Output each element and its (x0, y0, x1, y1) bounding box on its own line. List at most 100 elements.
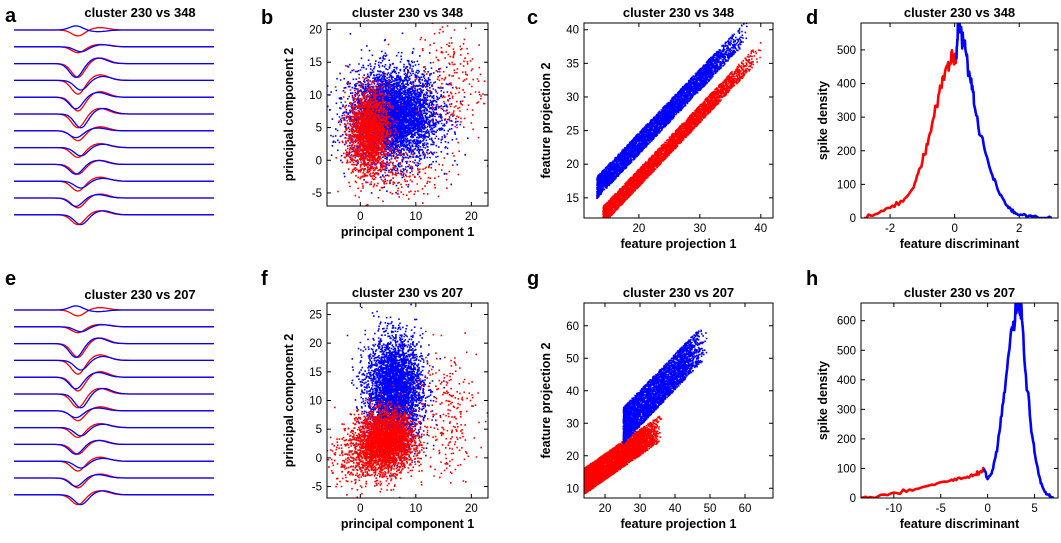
density-line-1 (864, 48, 958, 218)
scatter-series-1 (346, 303, 445, 478)
scatter-series-2 (334, 23, 488, 206)
x-tick-label: 0 (984, 503, 990, 515)
density-line-2 (982, 303, 1055, 498)
y-tick-label: 20 (309, 25, 322, 37)
y-tick-label: -5 (312, 188, 322, 200)
waveform-trace (14, 210, 214, 226)
panel-b-title: cluster 230 vs 348 (352, 5, 463, 20)
panel-d-xlabel: feature discriminant (900, 237, 1020, 251)
scatter-points (596, 23, 748, 199)
y-tick-label: 10 (566, 483, 579, 495)
x-tick-label: 10 (409, 211, 422, 223)
waveform-trace (14, 26, 214, 37)
waveform-trace (14, 457, 214, 469)
waveform-trace (14, 193, 214, 208)
y-tick-label: 500 (837, 345, 856, 357)
scatter-points (327, 330, 488, 498)
x-tick-label: 5 (1031, 503, 1037, 515)
scatter-points (334, 23, 488, 206)
waveform-trace (14, 490, 214, 506)
waveform-trace (14, 306, 214, 317)
waveform-trace (14, 107, 214, 129)
waveform-trace (14, 423, 214, 437)
panel-h-title: cluster 230 vs 207 (904, 285, 1015, 300)
waveform-trace (14, 176, 214, 192)
density-line-2 (955, 23, 1053, 218)
y-tick-label: 600 (837, 316, 856, 328)
x-tick-label: 20 (599, 503, 612, 515)
panel-d-title: cluster 230 vs 348 (904, 5, 1015, 20)
waveform-trace (14, 337, 214, 359)
scatter-series-2 (602, 42, 762, 218)
x-tick-label: 60 (739, 503, 752, 515)
x-tick-label: -2 (885, 223, 895, 235)
scatter-points (327, 32, 469, 194)
waveform-trace (14, 439, 214, 455)
scatter-panel-b: cluster 230 vs 348 principal component 1 p… (282, 5, 489, 239)
waveform-trace (14, 371, 214, 390)
y-tick-label: 5 (316, 123, 322, 135)
waveform-panel-a (14, 25, 214, 226)
x-tick-label: -10 (886, 503, 903, 515)
waveform-trace (14, 456, 214, 472)
y-tick-label: 0 (850, 493, 856, 505)
waveform-trace (14, 407, 214, 419)
waveform-trace (14, 25, 214, 33)
x-tick-label: 0 (357, 211, 363, 223)
x-tick-label: 30 (634, 503, 647, 515)
waveform-trace (14, 159, 214, 175)
y-tick-label: 50 (566, 353, 579, 365)
waveform-trace (14, 159, 214, 175)
scatter-series-1 (596, 23, 748, 199)
panel-letter-h: h (806, 268, 818, 290)
scatter-series-1 (327, 32, 469, 194)
waveform-trace (14, 406, 214, 422)
y-tick-label: 400 (837, 375, 856, 387)
panel-e-title: cluster 230 vs 207 (84, 287, 195, 302)
panel-c-xlabel: feature projection 1 (621, 237, 737, 251)
waveform-trace (14, 355, 214, 371)
waveform-trace (14, 75, 214, 91)
y-tick-label: 60 (566, 321, 579, 333)
y-tick-label: 100 (837, 179, 856, 191)
y-tick-label: -5 (312, 482, 322, 494)
waveform-trace (14, 74, 214, 95)
y-tick-label: 25 (309, 309, 322, 321)
scatter-points (346, 303, 445, 478)
y-tick-label: 20 (309, 338, 322, 350)
y-tick-label: 15 (566, 193, 579, 205)
panel-f-title: cluster 230 vs 207 (352, 285, 463, 300)
panel-letter-g: g (527, 268, 539, 290)
y-tick-label: 10 (309, 396, 322, 408)
y-tick-label: 15 (309, 367, 322, 379)
x-tick-label: 10 (409, 503, 422, 515)
panel-c-title: cluster 230 vs 348 (623, 5, 734, 20)
scatter-points (584, 415, 663, 495)
plot-frame (583, 22, 774, 219)
waveform-trace (14, 337, 214, 359)
y-tick-label: 100 (837, 463, 856, 475)
scatter-points (622, 329, 708, 445)
plot-frame (860, 22, 1059, 219)
scatter-series-2 (622, 329, 708, 445)
y-tick-label: 400 (837, 79, 856, 91)
waveform-trace (14, 143, 214, 157)
y-tick-label: 300 (837, 404, 856, 416)
panel-f-ylabel: principal component 2 (282, 334, 296, 467)
panel-c-ylabel: feature projection 2 (539, 62, 553, 178)
y-tick-label: 200 (837, 146, 856, 158)
y-tick-label: 30 (566, 92, 579, 104)
y-tick-label: 30 (566, 418, 579, 430)
y-tick-label: 15 (309, 57, 322, 69)
waveform-trace (14, 193, 214, 209)
scatter-panel-g: cluster 230 vs 207 feature projection 1 fe… (539, 285, 774, 531)
x-tick-label: 50 (704, 503, 717, 515)
x-tick-label: -5 (936, 503, 946, 515)
y-tick-label: 40 (566, 386, 579, 398)
panel-g-title: cluster 230 vs 207 (623, 285, 734, 300)
y-tick-label: 20 (566, 451, 579, 463)
waveform-trace (14, 57, 214, 79)
panel-b-xlabel: principal component 1 (341, 225, 474, 239)
y-tick-label: 35 (566, 58, 579, 70)
waveform-panel-e (14, 305, 214, 506)
